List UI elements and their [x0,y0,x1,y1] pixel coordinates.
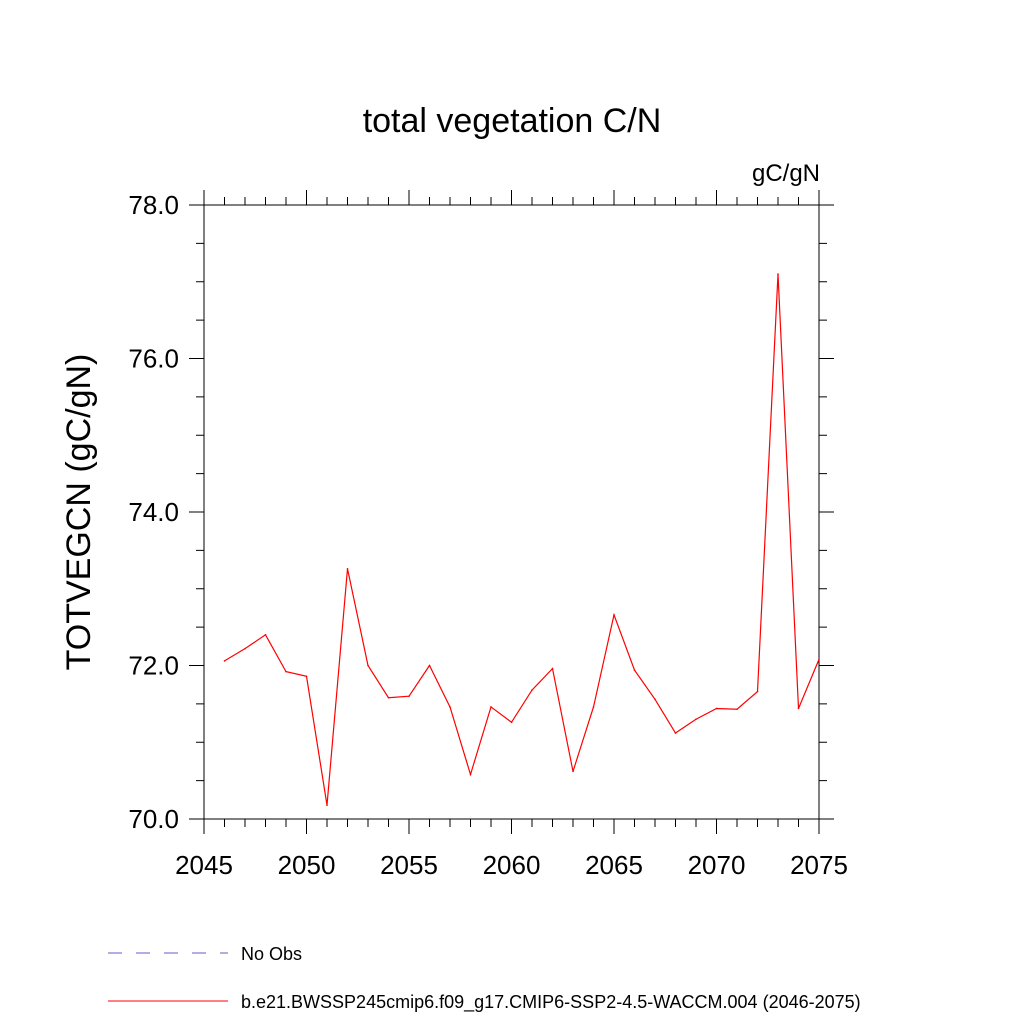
data-point [551,667,554,670]
data-point [367,664,369,667]
units-label: gC/gN [752,160,820,187]
data-point [654,698,656,701]
y-tick-label: 76.0 [128,344,179,374]
data-point [449,706,451,708]
y-tick-label: 72.0 [128,651,179,681]
data-point [797,707,800,710]
x-tick-label: 2060 [483,850,541,880]
series-group [223,273,820,806]
data-point [777,273,779,275]
data-point [387,696,390,699]
data-point [633,669,636,671]
data-point [510,721,513,724]
legend-label: No Obs [241,944,302,964]
data-point [613,614,615,616]
data-point [674,732,677,734]
y-tick-label: 70.0 [128,804,179,834]
data-point [736,708,738,711]
x-tick-label: 2055 [380,850,438,880]
data-point [346,567,349,570]
data-point [490,706,492,708]
data-point [305,675,308,678]
x-tick-label: 2070 [688,850,746,880]
x-tick-label: 2075 [790,850,848,880]
data-point [756,690,759,693]
data-point [695,718,697,721]
data-point [264,634,267,636]
data-point [244,647,246,650]
y-axis-label: TOTVEGCN (gC/gN) [60,354,98,671]
plot-frame [203,204,820,820]
data-point [715,707,718,710]
axes: 2045 2050 2055 2060 2065 2070 2075 70.0 72.0 74.0… [128,190,848,880]
series-line [224,274,820,806]
y-tick-label: 74.0 [128,497,179,527]
data-point [408,695,410,697]
legend-label: b.e21.BWSSP245cmip6.f09_g17.CMIP6-SSP2-4… [241,992,861,1013]
data-point [572,770,574,773]
data-point [223,660,226,662]
x-tick-label: 2065 [585,850,643,880]
legend: No Obs b.e21.BWSSP245cmip6.f09_g17.CMIP6-… [108,944,861,1013]
x-tick-label: 2050 [278,850,336,880]
y-tick-label: 78.0 [128,190,179,220]
x-tick-label: 2045 [175,850,233,880]
data-point [469,773,472,776]
data-point [818,658,820,661]
data-point [531,689,533,691]
chart-title: total vegetation C/N [363,102,662,140]
data-point [285,670,287,673]
data-point [428,664,431,667]
data-point [592,706,595,708]
data-point [326,804,328,806]
